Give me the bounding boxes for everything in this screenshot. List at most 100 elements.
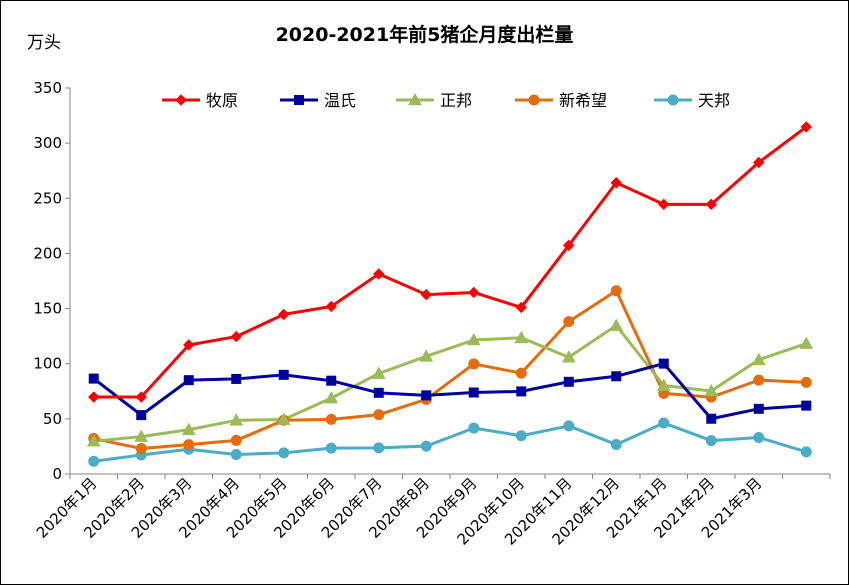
data-point-1-9 <box>468 286 480 299</box>
data-point-5-6 <box>325 442 337 454</box>
data-point-5-11 <box>563 420 575 432</box>
data-point-4-16 <box>800 376 812 388</box>
data-point-4-2 <box>135 443 147 455</box>
data-point-1-10 <box>515 301 527 314</box>
data-point-3-3 <box>181 422 196 435</box>
legend-label-5: 天邦 <box>698 91 730 110</box>
data-point-1-8 <box>420 288 432 301</box>
data-point-5-16 <box>800 446 812 458</box>
data-point-3-2 <box>134 429 149 442</box>
data-point-2-8 <box>421 390 432 401</box>
data-point-1-15 <box>753 156 765 169</box>
data-point-1-13 <box>658 198 670 211</box>
data-point-5-4 <box>230 448 242 460</box>
data-point-2-3 <box>183 375 194 386</box>
data-point-1-7 <box>373 268 385 280</box>
data-point-1-1 <box>88 391 100 403</box>
y-tick-label: 100 <box>33 355 62 373</box>
data-point-5-7 <box>373 442 385 454</box>
data-point-3-9 <box>466 332 481 346</box>
legend-marker-4 <box>528 94 540 106</box>
legend-marker-2 <box>294 95 304 105</box>
y-tick-label: 300 <box>33 134 62 152</box>
y-tick-label: 0 <box>52 465 62 483</box>
data-point-5-1 <box>88 455 100 467</box>
data-point-3-7 <box>371 366 386 379</box>
data-point-1-12 <box>610 177 622 189</box>
series-markers <box>86 121 814 467</box>
data-point-5-15 <box>753 431 765 443</box>
data-point-2-13 <box>658 358 669 369</box>
data-point-2-6 <box>326 375 337 386</box>
data-point-2-15 <box>753 403 764 414</box>
data-point-3-5 <box>276 412 291 425</box>
series-line-2 <box>92 362 807 421</box>
data-point-5-8 <box>420 440 432 452</box>
data-point-3-14 <box>704 383 719 397</box>
data-point-1-4 <box>230 330 242 343</box>
legend-label-3: 正邦 <box>440 91 472 110</box>
data-point-3-4 <box>229 413 244 426</box>
legend-label-4: 新希望 <box>559 91 607 110</box>
data-point-1-16 <box>800 121 812 133</box>
data-point-4-3 <box>183 439 195 451</box>
data-point-1-2 <box>135 391 147 403</box>
y-tick-label: 150 <box>33 300 62 318</box>
data-point-2-12 <box>611 371 622 382</box>
data-point-5-13 <box>658 417 670 429</box>
data-point-3-16 <box>799 336 814 349</box>
data-point-2-10 <box>516 386 527 397</box>
legend-label-1: 牧原 <box>206 91 238 110</box>
y-axis-unit-label: 万头 <box>27 33 61 53</box>
data-point-5-10 <box>515 430 527 442</box>
series-line-5 <box>93 421 807 463</box>
data-point-2-16 <box>801 400 812 411</box>
data-point-3-11 <box>561 350 576 363</box>
data-point-4-4 <box>230 434 242 446</box>
axes: 0501001502002503003502020年1月2020年2月2020年… <box>33 79 831 549</box>
legend-marker-5 <box>667 94 679 106</box>
data-point-1-14 <box>705 198 717 211</box>
data-point-1-6 <box>325 300 337 313</box>
data-point-3-13 <box>656 378 671 391</box>
data-point-2-2 <box>136 410 147 421</box>
data-point-3-12 <box>609 318 624 331</box>
legend-marker-1 <box>175 94 187 106</box>
legend: 牧原 温氏 正邦 新希望 天邦 <box>162 91 730 110</box>
data-point-3-6 <box>324 391 339 404</box>
data-point-4-11 <box>563 316 575 328</box>
data-point-5-9 <box>468 422 480 434</box>
data-point-2-4 <box>231 373 242 384</box>
data-point-4-15 <box>753 374 765 386</box>
series-lines <box>92 125 808 463</box>
y-tick-label: 50 <box>43 410 62 428</box>
data-point-2-1 <box>88 373 99 384</box>
chart-title: 2020-2021年前5猪企月度出栏量 <box>275 24 574 46</box>
data-point-5-14 <box>705 435 717 447</box>
data-point-4-6 <box>325 413 337 425</box>
data-point-4-7 <box>373 409 385 421</box>
data-point-2-11 <box>563 376 574 387</box>
series-line-3 <box>93 324 807 443</box>
data-point-2-9 <box>468 387 479 398</box>
data-point-4-12 <box>610 285 622 297</box>
data-point-1-11 <box>563 239 575 252</box>
y-tick-label: 250 <box>33 189 62 207</box>
data-point-3-1 <box>86 434 101 447</box>
y-tick-label: 350 <box>33 79 62 97</box>
legend-marker-3 <box>408 92 422 106</box>
data-point-1-3 <box>183 339 195 351</box>
series-line-4 <box>93 289 807 451</box>
data-point-2-5 <box>278 369 289 380</box>
data-point-5-12 <box>610 439 622 451</box>
data-point-2-14 <box>706 413 717 424</box>
data-point-5-5 <box>278 447 290 459</box>
legend-label-2: 温氏 <box>324 91 356 110</box>
y-tick-label: 200 <box>33 244 62 262</box>
data-point-4-9 <box>468 358 480 370</box>
data-point-3-8 <box>419 349 434 362</box>
data-point-3-10 <box>514 330 529 344</box>
series-line-1 <box>93 125 808 399</box>
data-point-3-15 <box>751 352 766 366</box>
